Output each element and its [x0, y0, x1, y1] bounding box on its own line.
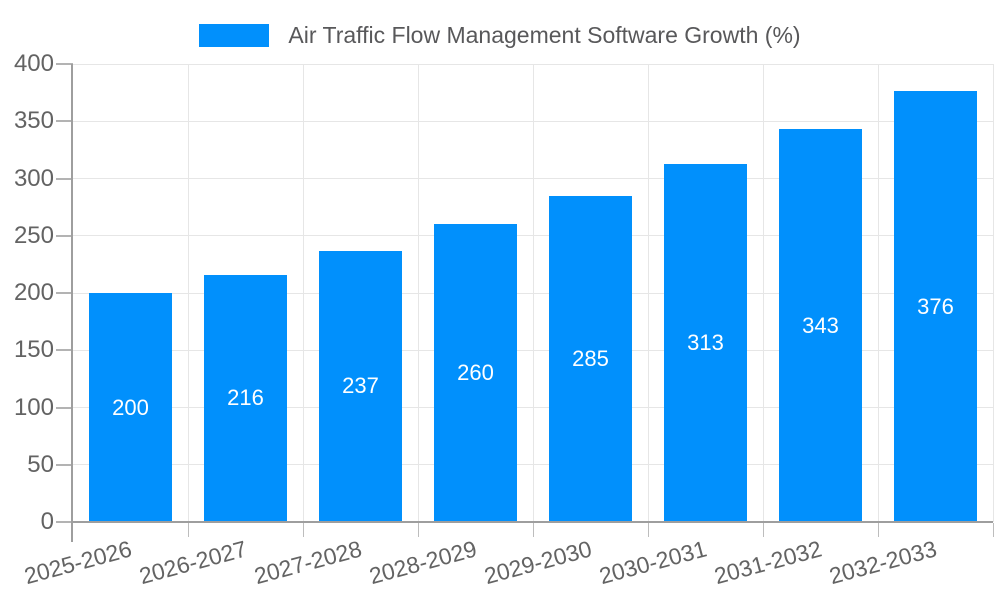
chart-legend: Air Traffic Flow Management Software Gro…: [0, 21, 1000, 49]
gridline-v: [992, 64, 994, 522]
x-axis-tick: [877, 523, 879, 537]
bar: 200: [89, 293, 172, 522]
bar-value-label: 200: [112, 394, 149, 420]
y-tick-label: 100: [13, 393, 54, 421]
x-axis-tick: [647, 523, 649, 537]
bar: 216: [204, 274, 287, 522]
legend-swatch: [199, 23, 270, 47]
y-tick-label: 400: [13, 50, 54, 77]
y-tick-label: 50: [27, 450, 54, 478]
gridline-v: [302, 64, 304, 522]
y-tick-label: 250: [13, 221, 54, 249]
y-axis-tick: [56, 406, 73, 409]
y-axis-tick: [56, 177, 73, 180]
bar-value-label: 343: [802, 312, 839, 338]
gridline-v: [532, 64, 534, 522]
bar: 343: [779, 129, 862, 522]
gridline-v: [877, 64, 879, 522]
y-axis-tick: [56, 349, 73, 352]
y-tick-label: 200: [13, 279, 54, 306]
x-axis-tick: [992, 523, 994, 537]
x-axis-tick: [417, 523, 419, 537]
y-axis-tick: [56, 463, 73, 466]
y-axis-line: [71, 64, 73, 542]
x-axis-tick: [762, 523, 764, 537]
bar: 260: [434, 224, 517, 522]
y-axis-tick: [56, 120, 73, 123]
y-tick-label: 150: [13, 336, 54, 364]
y-axis-tick: [56, 63, 73, 65]
y-tick-label: 0: [40, 508, 54, 535]
legend-label: Air Traffic Flow Management Software Gro…: [288, 21, 801, 48]
gridline-v: [417, 64, 419, 522]
y-axis-tick: [56, 521, 73, 523]
x-axis-tick: [187, 523, 189, 537]
bar-value-label: 216: [227, 385, 264, 411]
y-tick-label: 300: [13, 164, 54, 192]
bar-value-label: 260: [457, 360, 494, 386]
x-axis-line: [73, 521, 993, 523]
bar-value-label: 313: [687, 329, 724, 355]
gridline-v: [187, 64, 189, 522]
bar-value-label: 285: [572, 345, 609, 371]
y-axis-tick: [56, 292, 73, 294]
x-axis-tick: [302, 523, 304, 537]
bar: 237: [319, 250, 402, 522]
y-axis-tick: [56, 234, 73, 237]
bar: 285: [549, 195, 632, 522]
bar: 376: [894, 91, 977, 522]
bar: 313: [664, 163, 747, 522]
x-axis-tick: [532, 523, 534, 537]
bar-value-label: 376: [917, 293, 954, 319]
y-tick-label: 350: [13, 107, 54, 135]
bar-value-label: 237: [342, 373, 379, 399]
gridline-v: [647, 64, 649, 522]
gridline-v: [762, 64, 764, 522]
